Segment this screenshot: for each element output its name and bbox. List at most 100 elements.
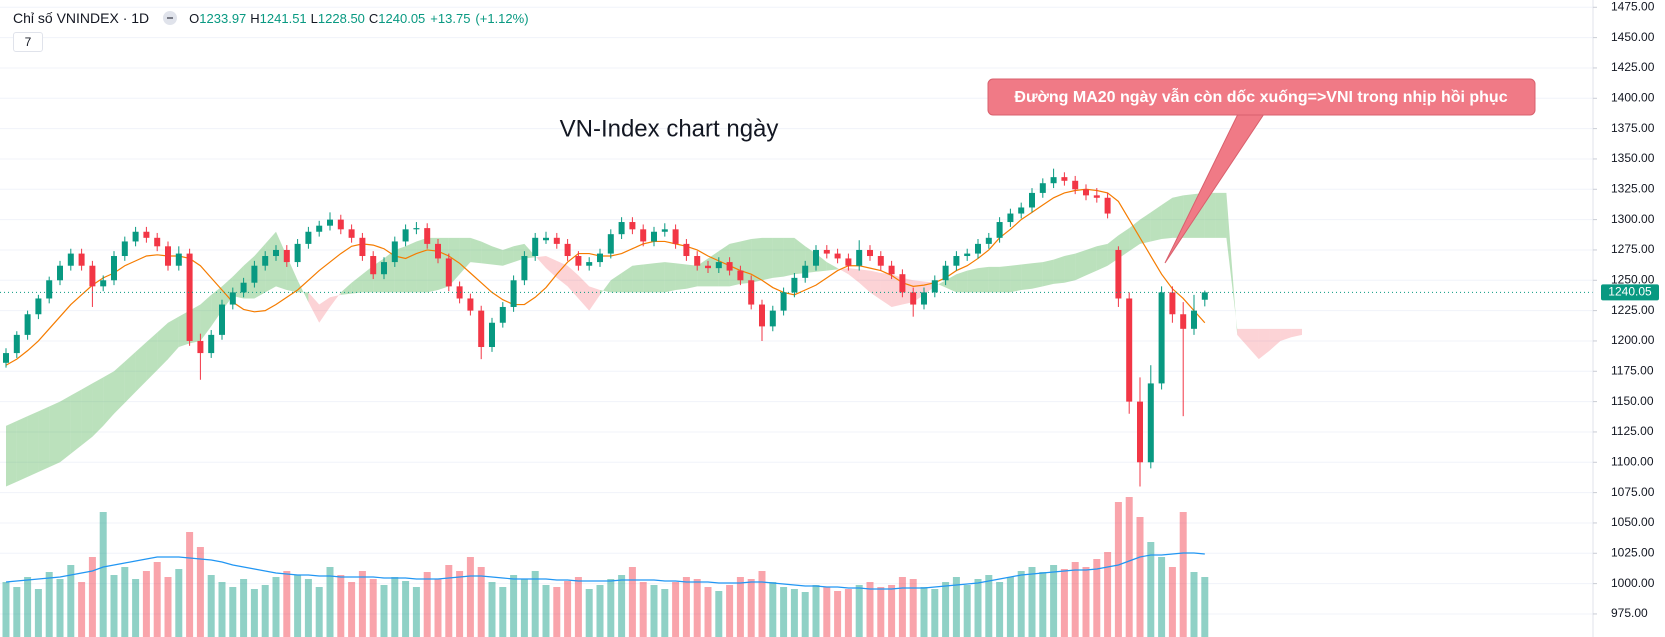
cloud-segment: [114, 361, 125, 414]
volume-bar: [153, 562, 161, 637]
candle-body: [283, 249, 290, 263]
y-tick-label: 1400.00: [1611, 90, 1655, 104]
cloud-segment: [718, 243, 730, 287]
y-tick-label: 1325.00: [1611, 181, 1655, 195]
candle-body: [640, 229, 647, 242]
candle-body: [370, 256, 377, 275]
volume-bar: [13, 587, 21, 637]
cloud-segment: [297, 280, 309, 303]
cloud-segment: [1042, 259, 1054, 287]
last-price-tag: [1601, 284, 1659, 301]
volume-bar: [229, 587, 237, 637]
volume-bar: [704, 587, 712, 637]
candle-body: [143, 231, 150, 238]
candle-body: [251, 265, 258, 283]
last-price-label: 1240.05: [1608, 285, 1652, 299]
cloud-segment: [16, 416, 28, 482]
volume-bar: [618, 575, 626, 637]
cloud-segment: [978, 266, 989, 293]
cloud-segment: [600, 280, 611, 295]
candle-body: [413, 228, 420, 230]
candle-body: [111, 256, 117, 281]
cloud-segment: [308, 292, 320, 323]
candle-body: [888, 265, 895, 275]
cloud-segment: [1053, 256, 1065, 284]
cloud-segment: [567, 265, 579, 299]
volume-bar: [466, 557, 474, 637]
cloud-segment: [1291, 328, 1302, 338]
candle-body: [445, 258, 452, 287]
cloud-segment: [1248, 328, 1259, 360]
candle-body: [57, 265, 63, 281]
ohlc-label: C: [368, 10, 379, 26]
candle-body: [305, 231, 312, 244]
volume-bar: [1071, 562, 1079, 637]
cloud-segment: [848, 268, 860, 283]
cloud-segment: [880, 273, 892, 307]
volume-bar: [650, 585, 658, 637]
candle-body: [1115, 249, 1122, 299]
candle-body: [802, 265, 809, 278]
candle-body: [165, 246, 171, 266]
cloud-segment: [675, 263, 687, 290]
cloud-segment: [1215, 192, 1227, 238]
y-tick-label: 1225.00: [1611, 303, 1655, 317]
candle-body: [575, 256, 582, 266]
candle-body: [1039, 183, 1046, 193]
candle-body: [359, 237, 366, 257]
ohlc-label: H: [250, 10, 260, 26]
volume-bar: [1168, 567, 1176, 637]
volume-bar: [250, 589, 258, 637]
candle-body: [1191, 310, 1197, 329]
cloud-segment: [492, 246, 503, 266]
candle-body: [985, 237, 992, 244]
y-tick-label: 1075.00: [1611, 485, 1655, 499]
volume-bar: [542, 585, 550, 637]
cloud-segment: [1064, 253, 1076, 283]
volume-bar: [380, 585, 388, 637]
candle-body: [942, 265, 949, 281]
volume-bar: [326, 567, 334, 637]
symbol[interactable]: Chỉ số VNINDEX · 1D: [13, 10, 150, 26]
candle-body: [186, 253, 193, 341]
candle-body: [834, 253, 841, 259]
annotation-box: [987, 78, 1536, 116]
candle-body: [553, 237, 560, 244]
cloud-segment: [351, 274, 363, 294]
cloud-segment: [1096, 243, 1108, 271]
y-tick-label: 1475.00: [1611, 0, 1655, 13]
volume-bar: [1093, 559, 1101, 637]
volume-bar: [844, 589, 852, 637]
volume-bar: [391, 577, 399, 637]
candle-body: [921, 292, 927, 305]
volume-bar: [963, 585, 971, 637]
volume-bar: [736, 577, 744, 637]
cloud-segment: [330, 292, 341, 307]
volume-bar: [628, 567, 636, 637]
cloud-segment: [49, 401, 60, 468]
candle-body: [629, 222, 636, 230]
volume-bar: [412, 587, 420, 637]
y-tick-label: 1250.00: [1611, 272, 1655, 286]
volume-bar: [1050, 565, 1058, 637]
candle-body: [100, 280, 107, 287]
volume-bar: [974, 579, 982, 637]
cloud-segment: [826, 262, 838, 271]
indicators-toggle[interactable]: 7: [13, 32, 43, 52]
candle-body: [953, 256, 960, 266]
candle-body: [337, 219, 344, 230]
volume-bar: [1147, 542, 1155, 637]
candle-body: [478, 310, 485, 348]
volume-bar: [1017, 571, 1025, 637]
volume-bar: [358, 571, 366, 637]
volume-bar: [2, 582, 10, 637]
ma20-line: [5, 188, 1206, 366]
volume-bar: [866, 582, 874, 637]
cloud-segment: [643, 263, 654, 293]
cloud-segment: [470, 237, 482, 264]
candle-body: [273, 249, 279, 257]
volume-bar: [855, 585, 863, 637]
plot-layer: [0, 168, 1593, 637]
status-icon[interactable]: [163, 11, 178, 25]
